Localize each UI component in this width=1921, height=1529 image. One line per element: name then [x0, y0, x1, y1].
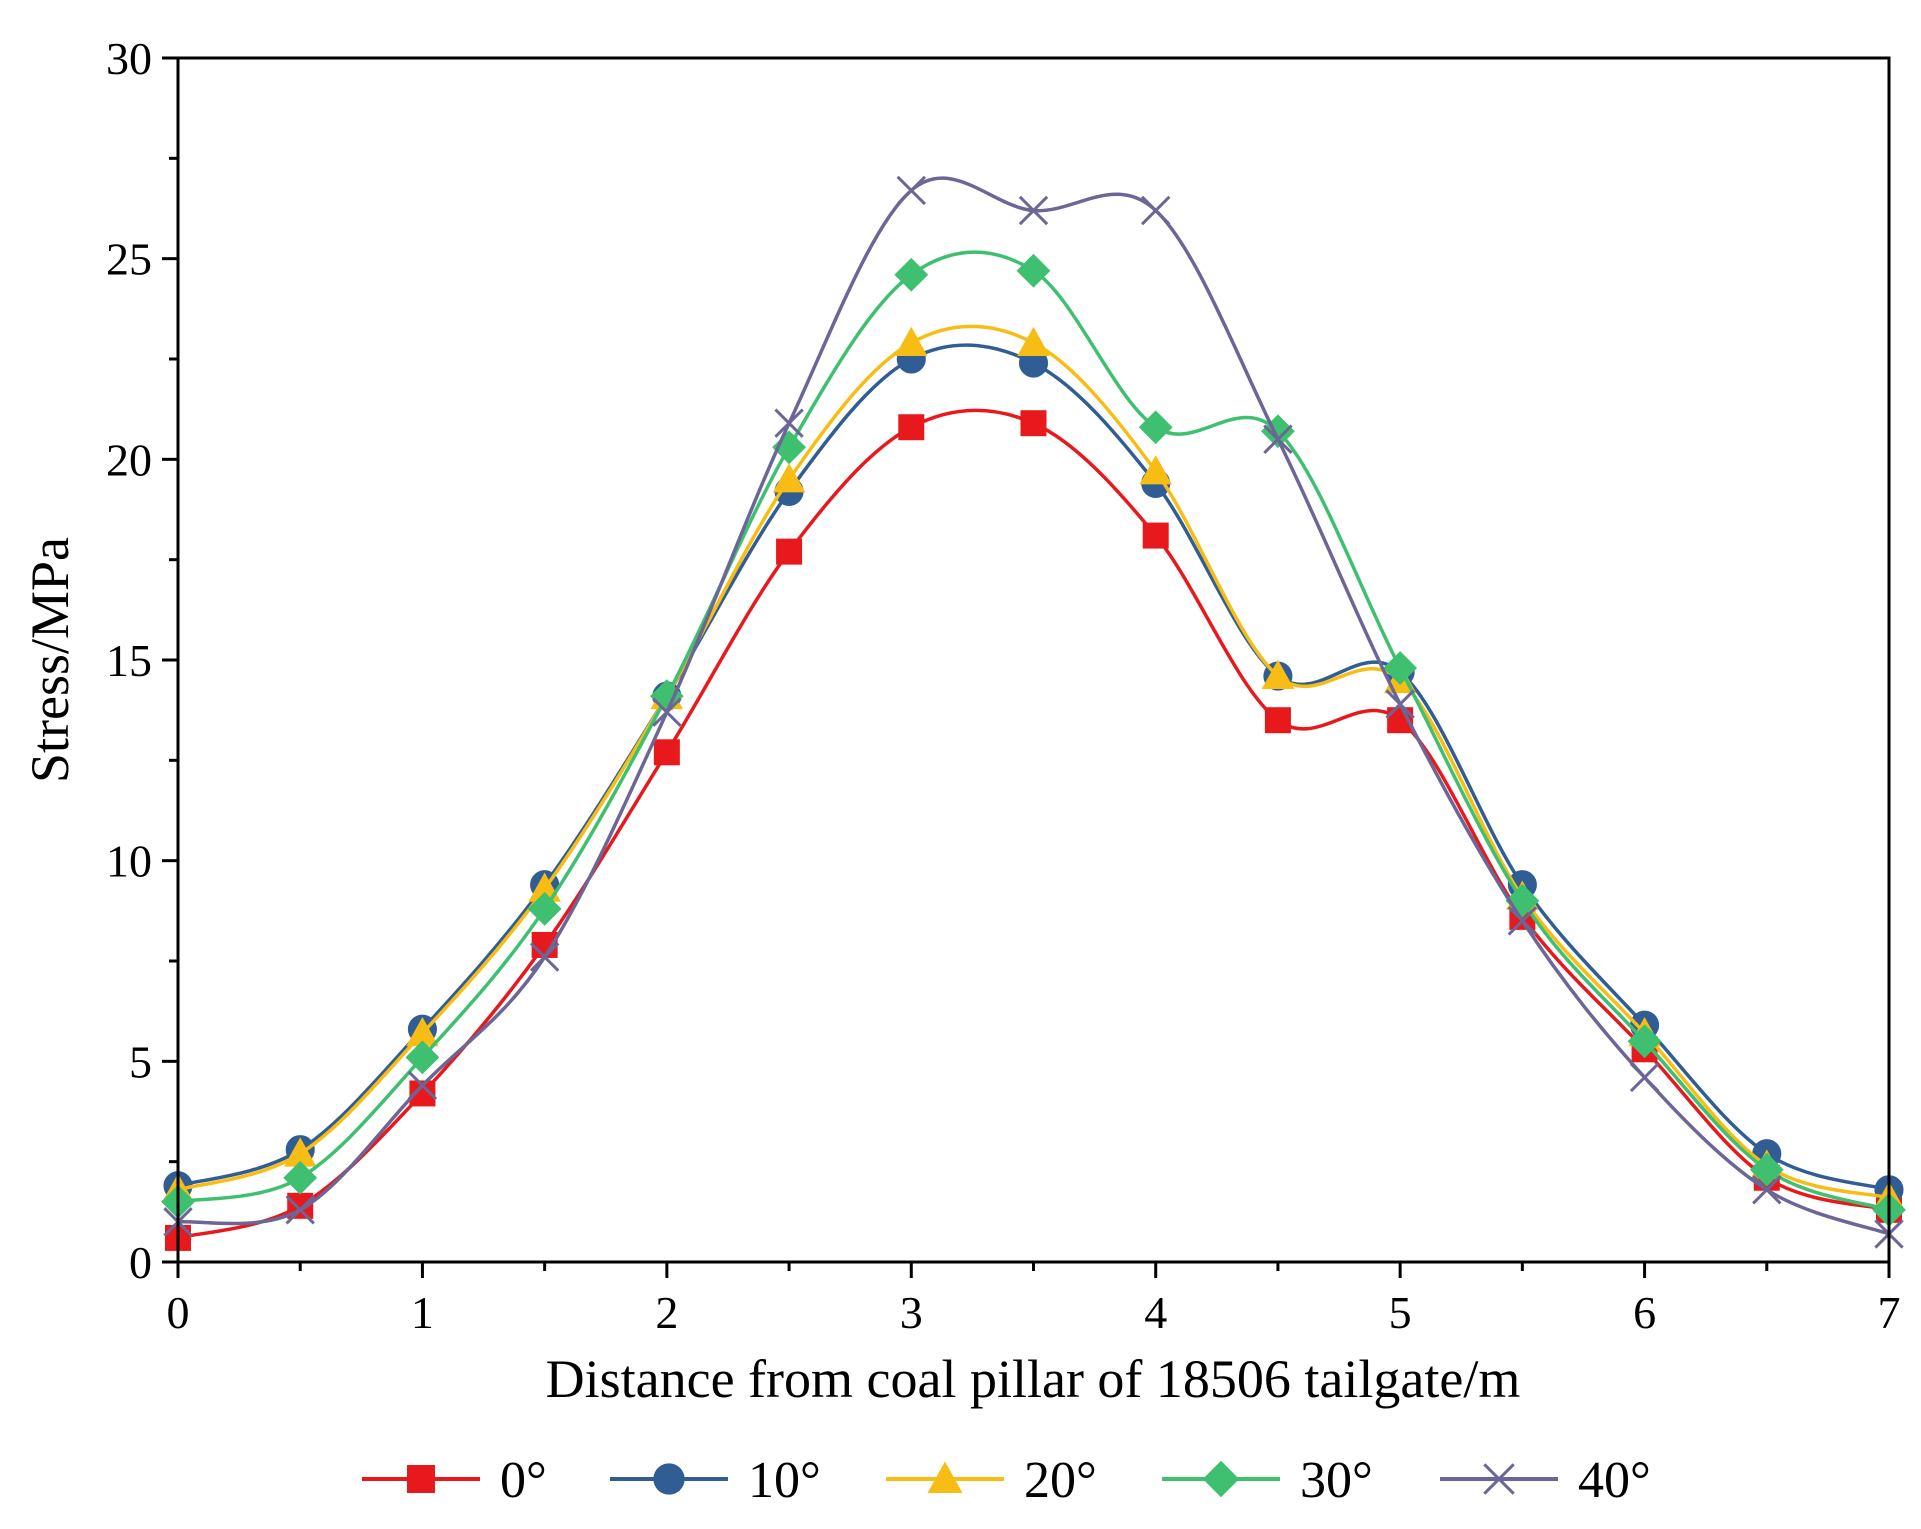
data-point — [406, 1016, 439, 1047]
x-axis: 0 1 2 3 4 5 6 7 — [167, 1262, 1901, 1338]
data-point — [652, 697, 682, 727]
data-point — [895, 326, 928, 356]
data-point — [1261, 414, 1295, 449]
y-tick-label: 15 — [106, 635, 152, 686]
data-point — [1020, 410, 1047, 437]
data-point — [1749, 1152, 1784, 1187]
data-point — [1018, 195, 1049, 226]
x-tick-label: 1 — [411, 1287, 434, 1338]
data-point — [894, 257, 929, 292]
legend: 0° 10° 20° 30° 40° — [362, 1452, 1651, 1509]
legend-item: 40° — [1440, 1452, 1651, 1509]
legend-item: 0° — [362, 1452, 547, 1509]
series-layer — [161, 175, 1906, 1251]
data-point — [1138, 410, 1173, 445]
data-point — [283, 1160, 318, 1195]
data-point — [1264, 707, 1291, 734]
data-point — [1142, 522, 1169, 549]
data-point — [1263, 424, 1293, 454]
data-point — [527, 891, 562, 926]
legend-marker — [1202, 1460, 1240, 1498]
data-point — [1139, 455, 1172, 485]
data-point — [1016, 253, 1051, 288]
data-point — [898, 414, 925, 441]
legend-item: 20° — [886, 1452, 1097, 1509]
data-point — [774, 408, 804, 438]
y-tick-label: 20 — [106, 434, 152, 485]
y-tick-label: 10 — [106, 836, 152, 887]
x-tick-label: 4 — [1144, 1287, 1167, 1338]
y-tick-label: 30 — [106, 33, 152, 84]
legend-label: 20° — [1024, 1452, 1097, 1509]
y-axis-title: Stress/MPa — [20, 537, 80, 783]
data-point — [1629, 1062, 1660, 1093]
legend-marker — [927, 1461, 963, 1493]
data-point — [407, 1070, 438, 1101]
y-tick-label: 5 — [129, 1036, 152, 1087]
data-point — [285, 1195, 315, 1225]
data-point — [1140, 195, 1171, 226]
x-tick-label: 2 — [655, 1287, 678, 1338]
x-tick-label: 0 — [167, 1287, 190, 1338]
legend-label: 0° — [500, 1452, 547, 1509]
data-point — [529, 942, 560, 972]
legend-label: 10° — [748, 1452, 821, 1509]
y-tick-label: 0 — [129, 1237, 152, 1288]
legend-item: 30° — [1162, 1452, 1373, 1509]
data-point — [776, 538, 803, 565]
series-0deg — [165, 408, 1902, 1251]
data-point — [405, 1040, 440, 1075]
legend-marker — [1483, 1463, 1515, 1495]
series-line — [177, 408, 1890, 1240]
data-point — [1017, 326, 1050, 356]
data-point — [896, 175, 926, 206]
x-tick-label: 3 — [900, 1287, 923, 1338]
data-point — [283, 1137, 317, 1167]
x-tick-label: 5 — [1389, 1287, 1412, 1338]
data-point — [1752, 1175, 1782, 1205]
data-point — [1383, 651, 1418, 685]
legend-label: 40° — [1578, 1452, 1651, 1509]
y-tick-label: 25 — [106, 234, 152, 285]
legend-item: 10° — [610, 1452, 821, 1509]
x-tick-label: 6 — [1633, 1287, 1656, 1338]
y-axis: 0 5 10 15 20 25 30 — [106, 33, 178, 1288]
legend-marker — [407, 1465, 435, 1493]
data-point — [653, 739, 680, 766]
data-point — [1627, 1024, 1662, 1059]
legend-marker — [653, 1463, 685, 1495]
x-tick-label: 7 — [1878, 1287, 1901, 1338]
x-axis-title: Distance from coal pillar of 18506 tailg… — [546, 1349, 1521, 1409]
data-point — [1261, 659, 1295, 690]
legend-label: 30° — [1300, 1452, 1373, 1509]
data-point — [1507, 906, 1538, 936]
data-point — [1385, 689, 1415, 719]
data-point — [772, 463, 806, 493]
